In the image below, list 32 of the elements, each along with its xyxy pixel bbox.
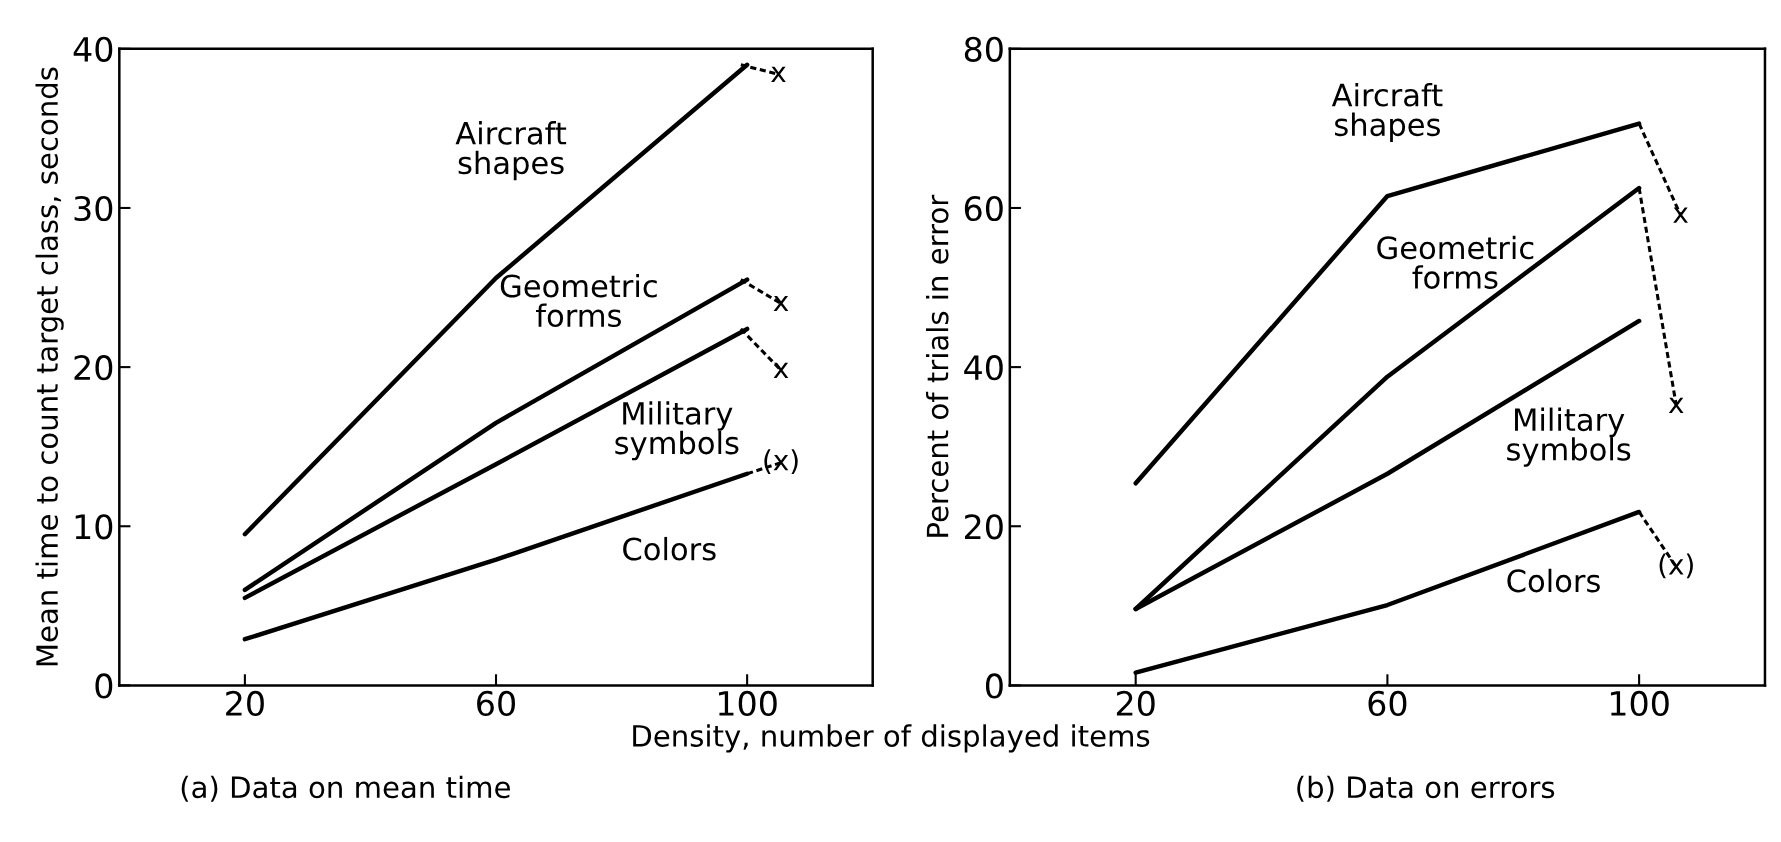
annotation: x	[773, 295, 789, 312]
y-tick-label: 10	[75, 514, 113, 540]
x-tick-label: 60	[1368, 690, 1407, 717]
y-tick-label: 20	[964, 514, 1003, 540]
series-label: Colors	[1507, 568, 1600, 593]
y-tick-label: 40	[73, 36, 113, 62]
x-axis-title: Density, number of displayed items	[633, 724, 1150, 753]
series-label: Geometric forms	[500, 273, 657, 328]
y-axis-title: Mean time to count target class, seconds	[35, 67, 64, 666]
y-tick-label: 40	[964, 355, 1003, 381]
y-tick-label: 60	[964, 195, 1003, 222]
series-label: Aircraft shapes	[455, 121, 567, 181]
y-axis-title: Percent of trials in error	[925, 194, 949, 537]
series-label: Military symbols	[615, 401, 739, 461]
x-tick-label: 20	[226, 690, 264, 717]
series-label: Military symbols	[1507, 407, 1631, 467]
y-tick-label: 0	[985, 673, 1003, 699]
text: (b) Data on errors	[1297, 775, 1555, 802]
series-label: Colors	[623, 536, 716, 561]
x-tick-label: 100	[1610, 690, 1669, 717]
x-tick-label: 100	[718, 690, 777, 717]
y-tick-label: 30	[74, 195, 113, 222]
annotation: x	[771, 66, 786, 82]
x-tick-label: 20	[1116, 690, 1155, 717]
series-label: Aircraft shapes	[1331, 82, 1443, 143]
y-tick-label: 20	[74, 355, 113, 381]
series-label: Geometric forms	[1377, 235, 1534, 289]
y-tick-label: 80	[964, 36, 1003, 62]
annotation: (x)	[764, 449, 798, 474]
text: (a) Data on mean time	[181, 775, 510, 802]
y-tick-label: 0	[95, 673, 113, 699]
x-tick-label: 60	[477, 690, 515, 717]
